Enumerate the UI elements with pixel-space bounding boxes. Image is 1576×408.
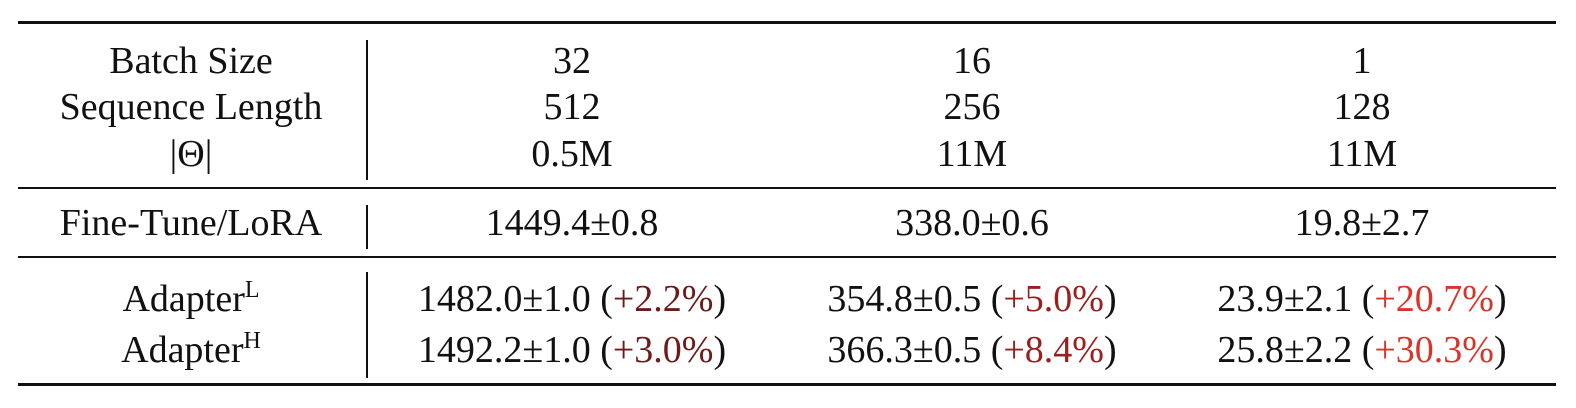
finetune-value: 338.0±0.6 xyxy=(895,202,1049,244)
row-label-finetune: Fine-Tune/LoRA xyxy=(59,202,323,244)
finetune-value: 1449.4±0.8 xyxy=(485,202,659,244)
header-cell: 128 xyxy=(1333,86,1391,128)
header-cell: 11M xyxy=(1326,133,1398,175)
relative-increase: +30.3% xyxy=(1374,329,1494,371)
adapter-value-cell: 1492.2±1.0 (+3.0%) xyxy=(417,329,727,371)
column-divider-header xyxy=(366,40,368,180)
adapter-value-cell: 354.8±0.5 (+5.0%) xyxy=(827,278,1117,320)
row-label-adapter-h: AdapterH xyxy=(121,328,261,371)
finetune-value: 19.8±2.7 xyxy=(1294,202,1430,244)
adapter-value-cell: 1482.0±1.0 (+2.2%) xyxy=(417,278,727,320)
row-label-adapter-l: AdapterL xyxy=(122,277,260,320)
relative-increase: +20.7% xyxy=(1374,278,1494,320)
relative-increase: +2.2% xyxy=(612,278,714,320)
row-label-params: |Θ| xyxy=(169,133,213,175)
header-cell: 0.5M xyxy=(531,133,613,175)
header-cell: 11M xyxy=(936,133,1008,175)
relative-increase: +5.0% xyxy=(1003,278,1104,320)
row-label-sequence-length: Sequence Length xyxy=(59,86,323,128)
header-cell: 16 xyxy=(953,40,991,82)
relative-increase: +8.4% xyxy=(1003,329,1104,371)
adapter-value-cell: 25.8±2.2 (+30.3%) xyxy=(1217,329,1507,371)
header-separator xyxy=(18,187,1556,189)
relative-increase: +3.0% xyxy=(612,329,714,371)
column-divider-adapters xyxy=(366,272,368,378)
column-divider-finetune xyxy=(366,205,368,249)
header-cell: 32 xyxy=(553,40,591,82)
row-label-batch-size: Batch Size xyxy=(109,40,273,82)
top-rule xyxy=(18,21,1556,24)
adapter-value-cell: 366.3±0.5 (+8.4%) xyxy=(827,329,1117,371)
adapter-value-cell: 23.9±2.1 (+20.7%) xyxy=(1217,278,1507,320)
header-cell: 1 xyxy=(1352,40,1372,82)
finetune-separator xyxy=(18,256,1556,258)
header-cell: 256 xyxy=(943,86,1001,128)
header-cell: 512 xyxy=(543,86,601,128)
bottom-rule xyxy=(18,383,1556,386)
